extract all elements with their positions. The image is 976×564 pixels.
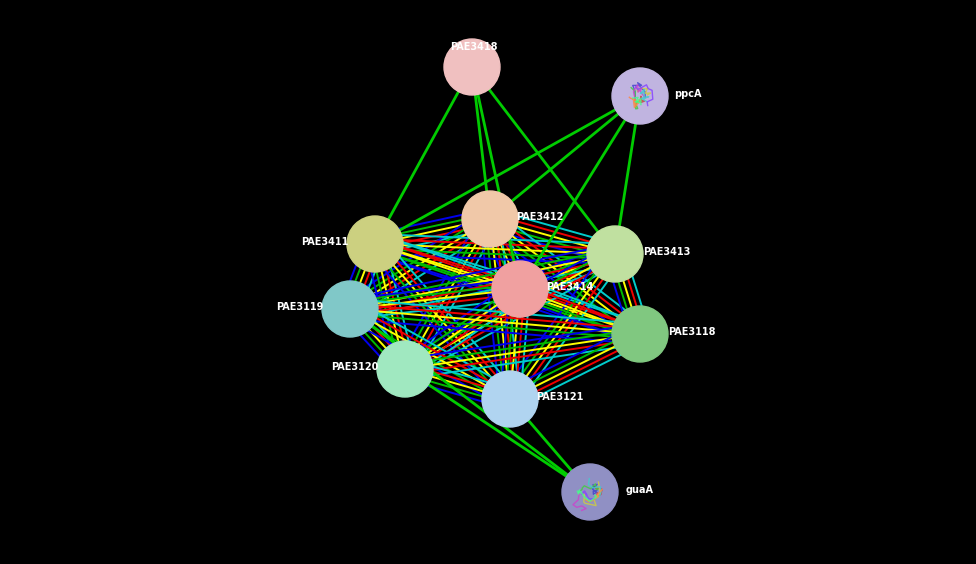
Text: PAE3413: PAE3413 (643, 247, 691, 257)
Text: guaA: guaA (626, 485, 654, 495)
Text: PAE3414: PAE3414 (547, 282, 593, 292)
Circle shape (587, 226, 643, 282)
Text: ppcA: ppcA (674, 89, 702, 99)
Circle shape (482, 371, 538, 427)
Text: PAE3120: PAE3120 (331, 362, 379, 372)
Circle shape (612, 306, 668, 362)
Text: PAE3411: PAE3411 (302, 237, 348, 247)
Circle shape (444, 39, 500, 95)
Circle shape (612, 68, 668, 124)
Circle shape (322, 281, 378, 337)
Text: PAE3118: PAE3118 (669, 327, 715, 337)
Text: PAE3418: PAE3418 (450, 42, 498, 52)
Circle shape (492, 261, 548, 317)
Text: PAE3412: PAE3412 (516, 212, 564, 222)
Circle shape (462, 191, 518, 247)
Circle shape (562, 464, 618, 520)
Text: PAE3121: PAE3121 (537, 392, 584, 402)
Circle shape (347, 216, 403, 272)
Circle shape (377, 341, 433, 397)
Text: PAE3119: PAE3119 (276, 302, 324, 312)
